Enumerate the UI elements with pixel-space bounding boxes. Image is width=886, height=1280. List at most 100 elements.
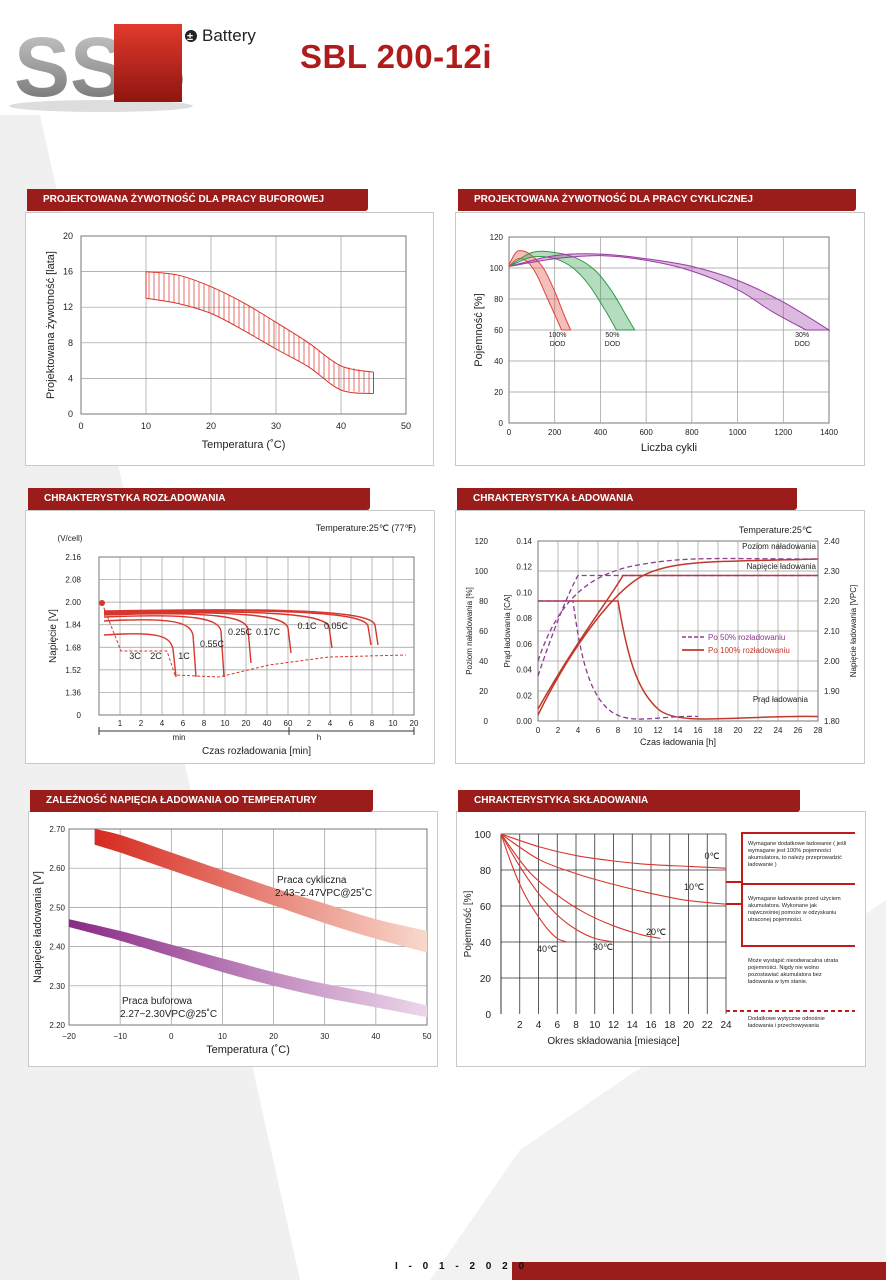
c4-xtick: 26	[794, 726, 803, 735]
c2-xtick: 400	[594, 428, 608, 437]
c1-xtick: 10	[141, 421, 151, 431]
c4-note: Temperature:25℃	[739, 525, 812, 535]
c1-lower-line	[145, 297, 374, 394]
c3-curve-6	[103, 610, 372, 646]
c3-ytick: 1.36	[65, 688, 81, 697]
c6-xtick: 16	[645, 1020, 657, 1031]
c3-curve-label: 0.55C	[200, 639, 225, 649]
c2-ytick: 60	[494, 326, 503, 335]
c1-xtick: 40	[336, 421, 346, 431]
c6-zone-line	[726, 903, 855, 947]
c6-xtick: 2	[517, 1020, 523, 1031]
c3-frame	[98, 556, 415, 716]
c3-curve-5	[103, 611, 333, 649]
c2-xtick: 1400	[820, 428, 838, 437]
c3-xtick: 4	[160, 719, 165, 728]
c2-xtick: 1200	[774, 428, 792, 437]
c6-temp-label: 10℃	[684, 882, 704, 892]
c3-xtick: 10	[221, 719, 230, 728]
c4-legend-50: Po 50% rozładowaniu	[708, 633, 785, 642]
ssb-logo: SSB ± Battery	[9, 20, 256, 114]
c1-xtick: 0	[78, 421, 83, 431]
c2-xtick: 800	[685, 428, 699, 437]
c6-note-1: Wymagane ładowanie przed użyciem akumulat…	[748, 896, 841, 923]
c4-ytick-v: 1.80	[824, 717, 840, 726]
c5-ytick: 2.30	[49, 982, 65, 991]
c6-xtick: 8	[573, 1020, 579, 1031]
c4-ytick-ca: 0.04	[516, 666, 532, 675]
chart-temp-voltage: −20 −10 0 10 20 30 40 50 2.20 2.30 2.40 2.50 2.60 2.7…	[32, 825, 432, 1056]
c6-xlabel: Okres składowania [miesiące]	[547, 1036, 679, 1047]
c3-xtick: 2	[139, 719, 144, 728]
c4-ytick-ca: 0.14	[516, 537, 532, 546]
c4-ylabel-v: Napięcie ładowania [VPC]	[849, 585, 858, 678]
c4-ylabel-ca: Prąd ładowania [CA]	[503, 595, 512, 668]
c6-temp-label: 20℃	[646, 927, 666, 937]
c6-note-2: Może wystąpić nieodwracalna utrata pojemn…	[748, 958, 839, 985]
c6-xtick: 24	[720, 1020, 732, 1031]
c4-ytick-pct: 100	[475, 567, 489, 576]
c1-xtick: 20	[206, 421, 216, 431]
c6-ytick: 40	[480, 938, 492, 949]
c4-xtick: 0	[536, 726, 541, 735]
c6-xtick: 14	[627, 1020, 639, 1031]
c4-ytick-ca: 0.06	[516, 640, 532, 649]
c3-xtick: 20	[242, 719, 251, 728]
c3-curve-label: 1C	[178, 651, 190, 661]
footer-bar	[512, 1262, 886, 1280]
c3-xtick: 20	[410, 719, 419, 728]
c2-dod-label: 30%	[795, 332, 809, 339]
c2-dod-label: 50%	[605, 332, 619, 339]
c4-xtick: 16	[694, 726, 703, 735]
c5-xtick: 40	[371, 1032, 380, 1041]
c3-curve-7	[103, 609, 379, 646]
c3-xtick: 60	[284, 719, 293, 728]
footer-date: I - 0 1 - 2 0 2 0	[395, 1261, 529, 1272]
c2-dod-label: DOD	[794, 341, 810, 348]
c5-band-1	[69, 919, 427, 1018]
c3-curve-label: 0.25C	[228, 627, 253, 637]
c3-curve-label: 0.17C	[256, 627, 281, 637]
c4-ytick-pct: 40	[479, 657, 488, 666]
c6-curve-2	[500, 833, 661, 939]
c5-xtick: 30	[320, 1032, 329, 1041]
c6-note-3: Dodatkowe wytyczne odnośnie ładowania i p…	[748, 1016, 825, 1029]
c3-xtick: 2	[307, 719, 312, 728]
c1-ytick: 4	[68, 373, 73, 383]
c4-xtick: 18	[714, 726, 723, 735]
c3-xtick: 8	[370, 719, 375, 728]
c2-xtick: 600	[639, 428, 653, 437]
c2-ytick: 40	[494, 357, 503, 366]
c5-xtick: −20	[62, 1032, 76, 1041]
c3-ytick: 1.68	[65, 643, 81, 652]
c3-yunit: (V/cell)	[58, 534, 83, 543]
c4-ytick-pct: 0	[484, 717, 489, 726]
c5-detail-float: 2.27~2.30VPC@25˚C	[120, 1008, 217, 1020]
c5-band-0	[94, 829, 427, 953]
c4-ytick-v: 2.20	[824, 597, 840, 606]
c3-xtick: 10	[389, 719, 398, 728]
c6-xtick: 18	[664, 1020, 676, 1031]
c5-ylabel: Napięcie ładowania [V]	[32, 871, 44, 983]
c6-xtick: 22	[702, 1020, 714, 1031]
c1-ytick: 20	[63, 231, 73, 241]
panel-title-storage: CHRAKTERYSTYKA SKŁADOWANIA	[458, 790, 800, 812]
c4-xtick: 4	[576, 726, 581, 735]
panel-storage: 2 4 6 8 10 12 14 16 18 20 22 24 0 20 40 60 80 100 Okres sk…	[456, 811, 866, 1067]
c1-ytick: 16	[63, 267, 73, 277]
c6-xtick: 20	[683, 1020, 695, 1031]
c6-ytick: 60	[480, 902, 492, 913]
logo-battery-text: Battery	[202, 26, 256, 45]
c5-ytick: 2.20	[49, 1021, 65, 1030]
c4-current-50	[538, 600, 699, 720]
c1-ytick: 8	[68, 338, 73, 348]
c3-curve-1	[103, 619, 197, 678]
c5-detail-cyclic: 2.43~2.47VPC@25˚C	[275, 887, 372, 899]
panel-float-life: 0 10 20 30 40 50 0 4 8 12 16 20 Temperatura (˚C) Proj…	[25, 212, 434, 466]
panel-discharge: Temperature:25℃ (77℉) (V/cell) 0 1.36 1.52 1.…	[25, 510, 435, 764]
c5-name-float: Praca buforowa	[122, 996, 192, 1007]
c3-ytick: 2.16	[65, 553, 81, 562]
c4-xtick: 10	[634, 726, 643, 735]
c2-ytick: 120	[490, 233, 504, 242]
c5-ytick: 2.70	[49, 825, 65, 834]
